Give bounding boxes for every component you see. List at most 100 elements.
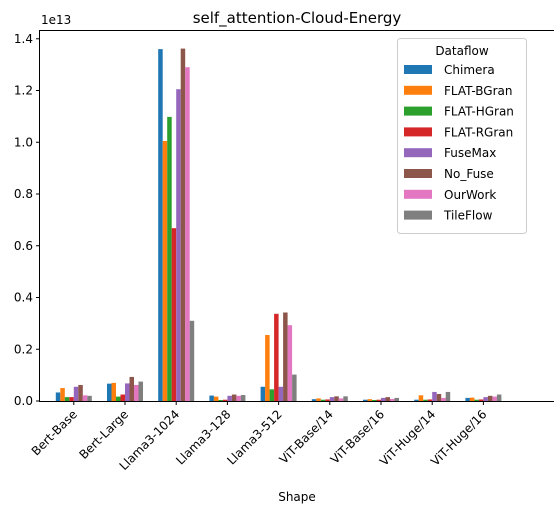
bar-flat-rgran-vit-base-16: [376, 399, 381, 401]
legend-label-flat-hgran: FLAT-HGran: [444, 105, 514, 119]
legend-swatch-flat-hgran: [404, 106, 432, 116]
bar-tileflow-bert-base: [87, 395, 92, 401]
bar-chimera-llama3-512: [260, 386, 266, 401]
bar-no_fuse-vit-huge-16: [487, 395, 493, 401]
bar-ourwork-vit-base-14: [338, 398, 344, 401]
bar-flat-rgran-vit-base-14: [325, 399, 330, 401]
bar-ourwork-vit-huge-14: [441, 397, 446, 401]
bar-no_fuse-vit-huge-14: [436, 394, 442, 401]
legend-label-tileflow: TileFlow: [443, 209, 493, 223]
bar-ourwork-vit-huge-16: [492, 396, 497, 401]
y-tick-label: 1.4: [14, 32, 33, 46]
bar-chimera-bert-base: [55, 392, 61, 401]
legend: Dataflow Chimera FLAT-BGran FLAT-HGran FLAT…: [397, 38, 527, 234]
bar-tileflow-llama3-1024: [189, 320, 195, 401]
bar-chimera-vit-base-14: [311, 399, 317, 401]
bar-chimera-vit-base-16: [363, 399, 368, 401]
y-tick-label: 1.2: [14, 84, 33, 98]
legend-swatch-no_fuse: [404, 169, 432, 178]
bar-flat-rgran-llama3-512: [274, 313, 279, 401]
bar-flat-rgran-llama3-1024: [171, 228, 177, 401]
y-tick-label: 0.6: [14, 239, 33, 253]
bar-flat-rgran-vit-huge-14: [427, 399, 433, 401]
bar-flat-bgran-vit-huge-16: [469, 397, 475, 401]
bar-fusemax-llama3-512: [278, 386, 284, 401]
bar-flat-hgran-llama3-128: [218, 399, 223, 401]
legend-swatch-ourwork: [404, 189, 432, 199]
bar-fusemax-vit-base-16: [381, 397, 386, 401]
bar-no_fuse-vit-base-14: [334, 396, 339, 401]
bar-flat-bgran-llama3-1024: [162, 140, 168, 401]
bar-fusemax-bert-base: [73, 386, 79, 401]
bar-no_fuse-vit-base-16: [385, 397, 390, 401]
bar-flat-bgran-llama3-512: [265, 335, 270, 401]
bar-ourwork-vit-base-16: [390, 398, 395, 401]
chart-title: self_attention-Cloud-Energy: [193, 9, 402, 28]
bar-no_fuse-llama3-128: [231, 394, 237, 401]
bar-no_fuse-bert-base: [78, 384, 83, 401]
bar-ourwork-llama3-128: [236, 395, 241, 401]
bar-fusemax-vit-huge-16: [483, 397, 488, 401]
bar-flat-rgran-bert-large: [120, 394, 125, 401]
bar-flat-hgran-vit-base-14: [320, 399, 326, 401]
legend-label-fusemax: FuseMax: [444, 146, 496, 160]
y-tick-label: 1.0: [14, 135, 33, 149]
bar-flat-hgran-vit-huge-16: [474, 399, 479, 401]
bar-tileflow-bert-large: [138, 381, 143, 401]
bar-tileflow-vit-huge-14: [445, 391, 451, 401]
legend-label-flat-rgran: FLAT-RGran: [444, 125, 513, 139]
bar-chimera-llama3-1024: [158, 49, 163, 402]
bar-flat-hgran-bert-large: [116, 396, 121, 401]
bar-flat-hgran-llama3-512: [269, 389, 275, 401]
bar-flat-hgran-llama3-1024: [167, 116, 172, 402]
bar-chimera-bert-large: [107, 383, 112, 401]
legend-label-chimera: Chimera: [444, 63, 495, 77]
bar-flat-hgran-vit-huge-14: [423, 399, 428, 401]
bar-fusemax-llama3-128: [227, 395, 232, 401]
legend-swatch-flat-bgran: [404, 85, 432, 95]
bar-ourwork-llama3-1024: [185, 67, 190, 401]
x-axis-label: Shape: [278, 490, 316, 504]
legend-swatch-fusemax: [404, 148, 432, 158]
bar-no_fuse-llama3-1024: [180, 48, 186, 402]
bar-fusemax-vit-base-14: [329, 397, 335, 401]
bar-flat-bgran-vit-huge-14: [418, 395, 424, 401]
bar-tileflow-llama3-128: [240, 395, 246, 401]
bar-flat-bgran-bert-large: [111, 382, 116, 401]
bar-fusemax-llama3-1024: [176, 89, 181, 401]
bar-chimera-vit-huge-16: [465, 397, 470, 401]
bar-flat-bgran-llama3-128: [213, 396, 219, 401]
bar-flat-rgran-llama3-128: [222, 399, 228, 401]
bar-tileflow-llama3-512: [292, 374, 297, 401]
bar-tileflow-vit-base-14: [343, 396, 348, 401]
bar-ourwork-bert-large: [134, 384, 139, 401]
bar-flat-rgran-vit-huge-16: [478, 399, 484, 401]
y-axis-scale-label: 1e13: [41, 13, 71, 27]
legend-label-ourwork: OurWork: [444, 188, 496, 202]
legend-label-no_fuse: No_Fuse: [444, 167, 494, 181]
bar-tileflow-vit-huge-16: [496, 394, 502, 401]
bar-flat-bgran-vit-base-14: [316, 398, 321, 401]
legend-swatch-tileflow: [404, 210, 432, 220]
legend-label-flat-bgran: FLAT-BGran: [444, 84, 512, 98]
y-tick-label: 0.8: [14, 187, 33, 201]
legend-swatch-flat-rgran: [404, 127, 432, 137]
y-tick-label: 0.0: [14, 394, 33, 408]
y-tick-label: 0.2: [14, 342, 33, 356]
bar-flat-hgran-bert-base: [64, 397, 70, 401]
legend-swatch-chimera: [404, 65, 432, 74]
bars-group: [55, 48, 502, 402]
bar-fusemax-vit-huge-14: [432, 391, 437, 401]
bar-tileflow-vit-base-16: [394, 397, 399, 401]
bar-chimera-vit-huge-14: [414, 399, 419, 401]
bar-ourwork-bert-base: [82, 395, 88, 401]
bar-chimera-llama3-128: [209, 395, 214, 401]
bar-flat-bgran-vit-base-16: [367, 399, 372, 401]
legend-title: Dataflow: [435, 44, 489, 58]
bar-flat-rgran-bert-base: [69, 397, 74, 401]
y-tick-label: 0.4: [14, 291, 33, 305]
y-axis: 0.0 0.2 0.4 0.6 0.8 1.0 1.2 1.4: [14, 32, 40, 408]
bar-ourwork-llama3-512: [287, 325, 293, 401]
bar-flat-hgran-vit-base-16: [372, 399, 377, 401]
